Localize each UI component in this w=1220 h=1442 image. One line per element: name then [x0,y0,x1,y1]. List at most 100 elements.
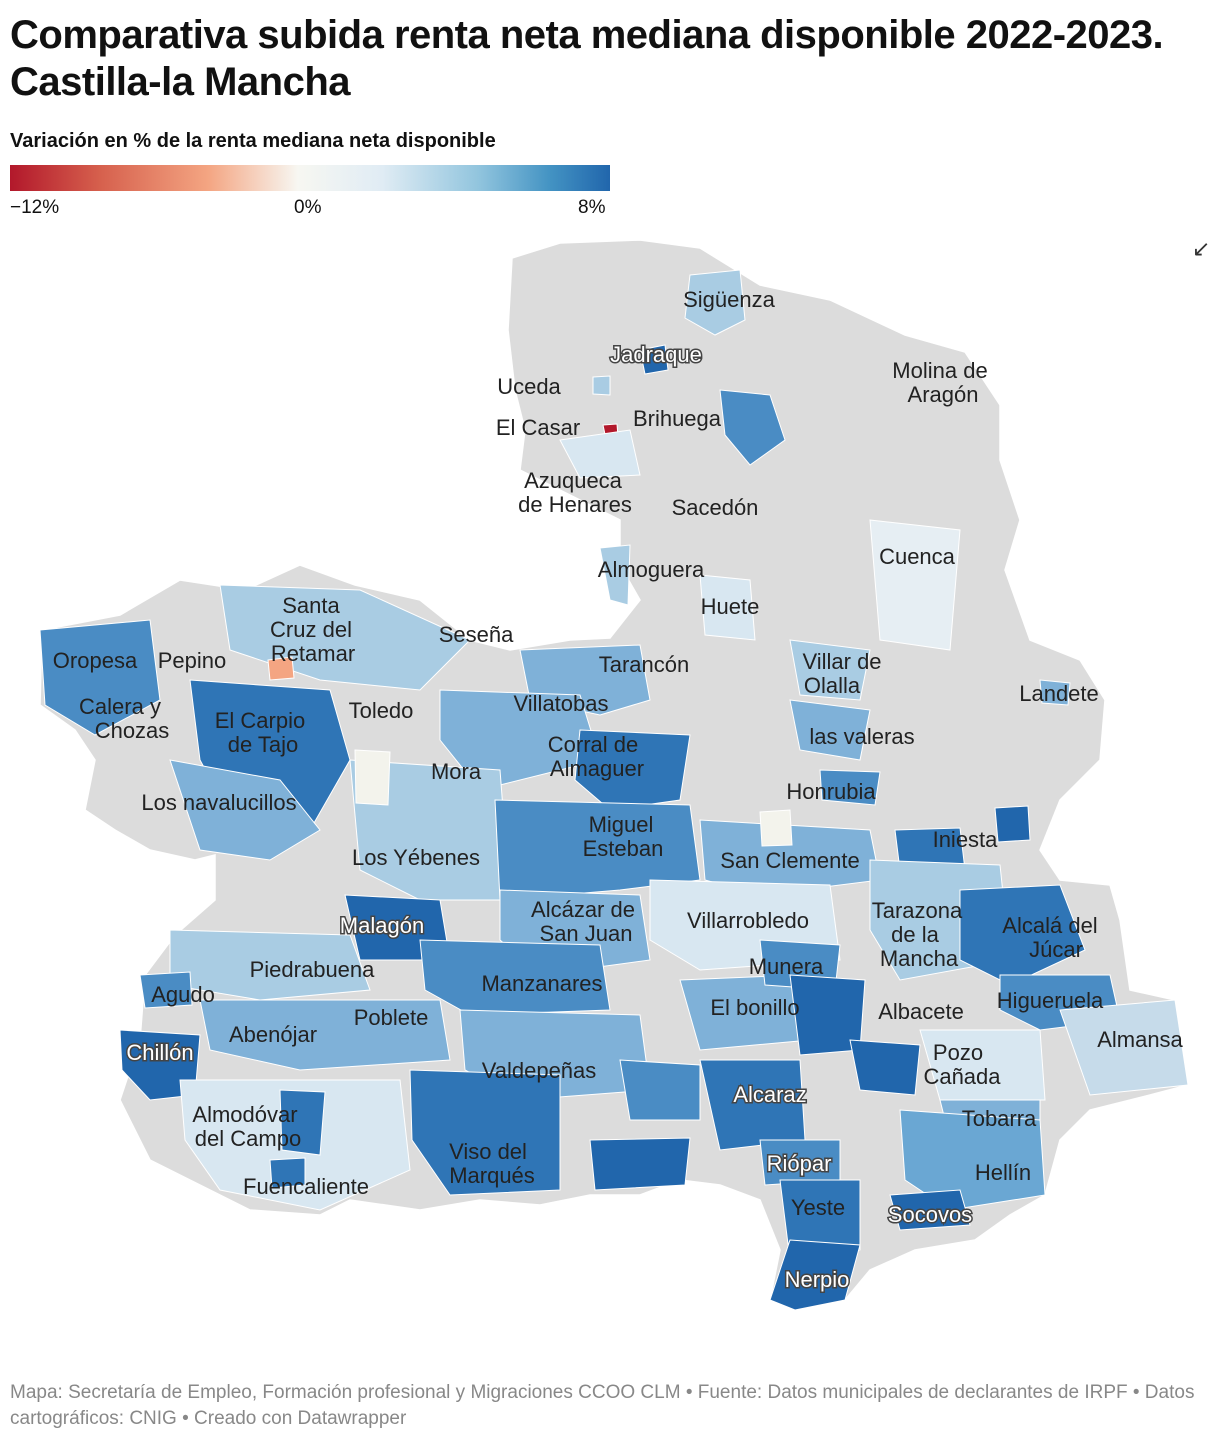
municipality-hellin [899,1109,1046,1211]
municipality-villatobas [439,689,601,791]
place-label: Huete [701,594,760,619]
municipality-alcaraz-west [619,1059,701,1121]
municipality-pozo-canada [919,1029,1046,1101]
place-label: Albacete [878,999,964,1024]
place-label: El bonillo [710,995,799,1020]
place-label: San Clemente [720,848,859,873]
place-label: Cruz del [270,617,352,642]
place-label: Socovos [888,1202,972,1227]
municipality-viso-marques [409,1069,561,1196]
place-label: Sacedón [672,495,759,520]
place-label: Uceda [497,374,561,399]
municipality-almoguera [599,544,631,606]
place-label: Júcar [1029,937,1083,962]
place-label: El Carpio [215,708,305,733]
place-label: Valdepeñas [482,1058,597,1083]
municipality-viso-south [589,1137,691,1191]
place-label: Pepino [158,648,227,673]
municipality-albacete-south [849,1039,921,1096]
municipality-landete [1039,679,1071,706]
legend-max-label: 8% [578,197,606,218]
place-label: Mancha [880,946,959,971]
place-label: Oropesa [53,648,138,673]
place-label: Almoguera [598,557,705,582]
municipality-honrubia [819,769,881,806]
municipality-navalucillos [169,759,321,861]
municipality-socovos [889,1189,971,1231]
place-label: Los navalucillos [141,790,296,815]
place-label: El Casar [496,415,580,440]
place-label: de Tajo [228,732,299,757]
place-label: Malagón [340,913,424,938]
municipality-brihuega [719,389,786,466]
municipality-nerpio [769,1239,861,1311]
place-label: de Henares [518,492,632,517]
place-label: Villar de [802,649,881,674]
place-label: Tarazona [872,898,963,923]
place-label: Nerpio [785,1267,850,1292]
municipality-shapes [39,269,1189,1311]
place-label: Sigüenza [683,287,776,312]
municipality-alcala-jucar [959,884,1086,986]
place-label: Agudo [151,982,215,1007]
place-label: Cañada [923,1064,1001,1089]
municipality-almansa [1059,999,1189,1096]
place-label: Viso del [449,1139,527,1164]
place-label: Almansa [1097,1027,1183,1052]
municipality-yeste [779,1179,861,1261]
municipality-oropesa-pepino [39,619,161,736]
place-label: Corral de [548,732,638,757]
municipality-azuqueca [559,429,641,479]
municipality-villar-olalla [789,639,871,701]
place-label: Brihuega [633,406,722,431]
place-label: Alcázar de [531,897,635,922]
place-label: Esteban [583,836,664,861]
municipality-cuenca [869,519,961,651]
choropleth-map: Sigüenza Jadraque Molina de Aragón Uceda… [39,239,1189,1311]
municipality-uceda [592,375,611,396]
place-label: Riópar [767,1151,832,1176]
place-label: Azuqueca [524,468,623,493]
municipality-huete [699,574,756,641]
legend-min-label: −12% [10,197,60,218]
place-label: Retamar [271,641,355,666]
place-label: Chozas [95,718,170,743]
place-label: Manzanares [481,971,602,996]
place-label: Mora [431,759,482,784]
place-label: Miguel [589,812,654,837]
municipality-jadraque [639,344,669,375]
place-label: de la [891,922,939,947]
municipality-las-valeras [789,699,871,761]
place-label: Los Yébenes [352,845,480,870]
place-label: Seseña [439,622,514,647]
place-label: Molina de [892,358,987,383]
place-label: Jadraque [610,342,702,367]
expand-arrow-icon[interactable]: ↙ [1192,236,1211,261]
place-label: Chillón [126,1040,193,1065]
place-label: Tarancón [599,652,690,677]
place-label: Iniesta [933,827,999,852]
color-scale-bar [10,165,610,191]
place-label: Landete [1019,681,1099,706]
place-label: Almaguer [550,756,644,781]
municipality-poblete-abenojar [199,999,451,1071]
place-label: Alcalá del [1002,913,1097,938]
municipality-santa-cruz-retamar [267,656,295,681]
place-label: Cuenca [879,544,956,569]
legend-mid-label: 0% [294,197,322,218]
place-label: Munera [749,954,824,979]
place-label: las valeras [809,724,914,749]
place-label: Hellín [975,1160,1031,1185]
place-label: San Juan [540,921,633,946]
place-label: Piedrabuena [250,957,376,982]
municipality-fuencaliente [269,1157,306,1189]
place-label: Honrubia [786,779,876,804]
municipality-almodovar-blue [279,1089,326,1156]
municipality-siguenza [684,269,746,336]
municipality-light-ciudad-real [354,749,391,806]
place-label: Higueruela [997,988,1104,1013]
municipality-agudo [139,971,193,1009]
place-label: Abenójar [229,1022,317,1047]
municipality-mora-yebenes [349,759,511,901]
place-label: Santa [282,593,340,618]
